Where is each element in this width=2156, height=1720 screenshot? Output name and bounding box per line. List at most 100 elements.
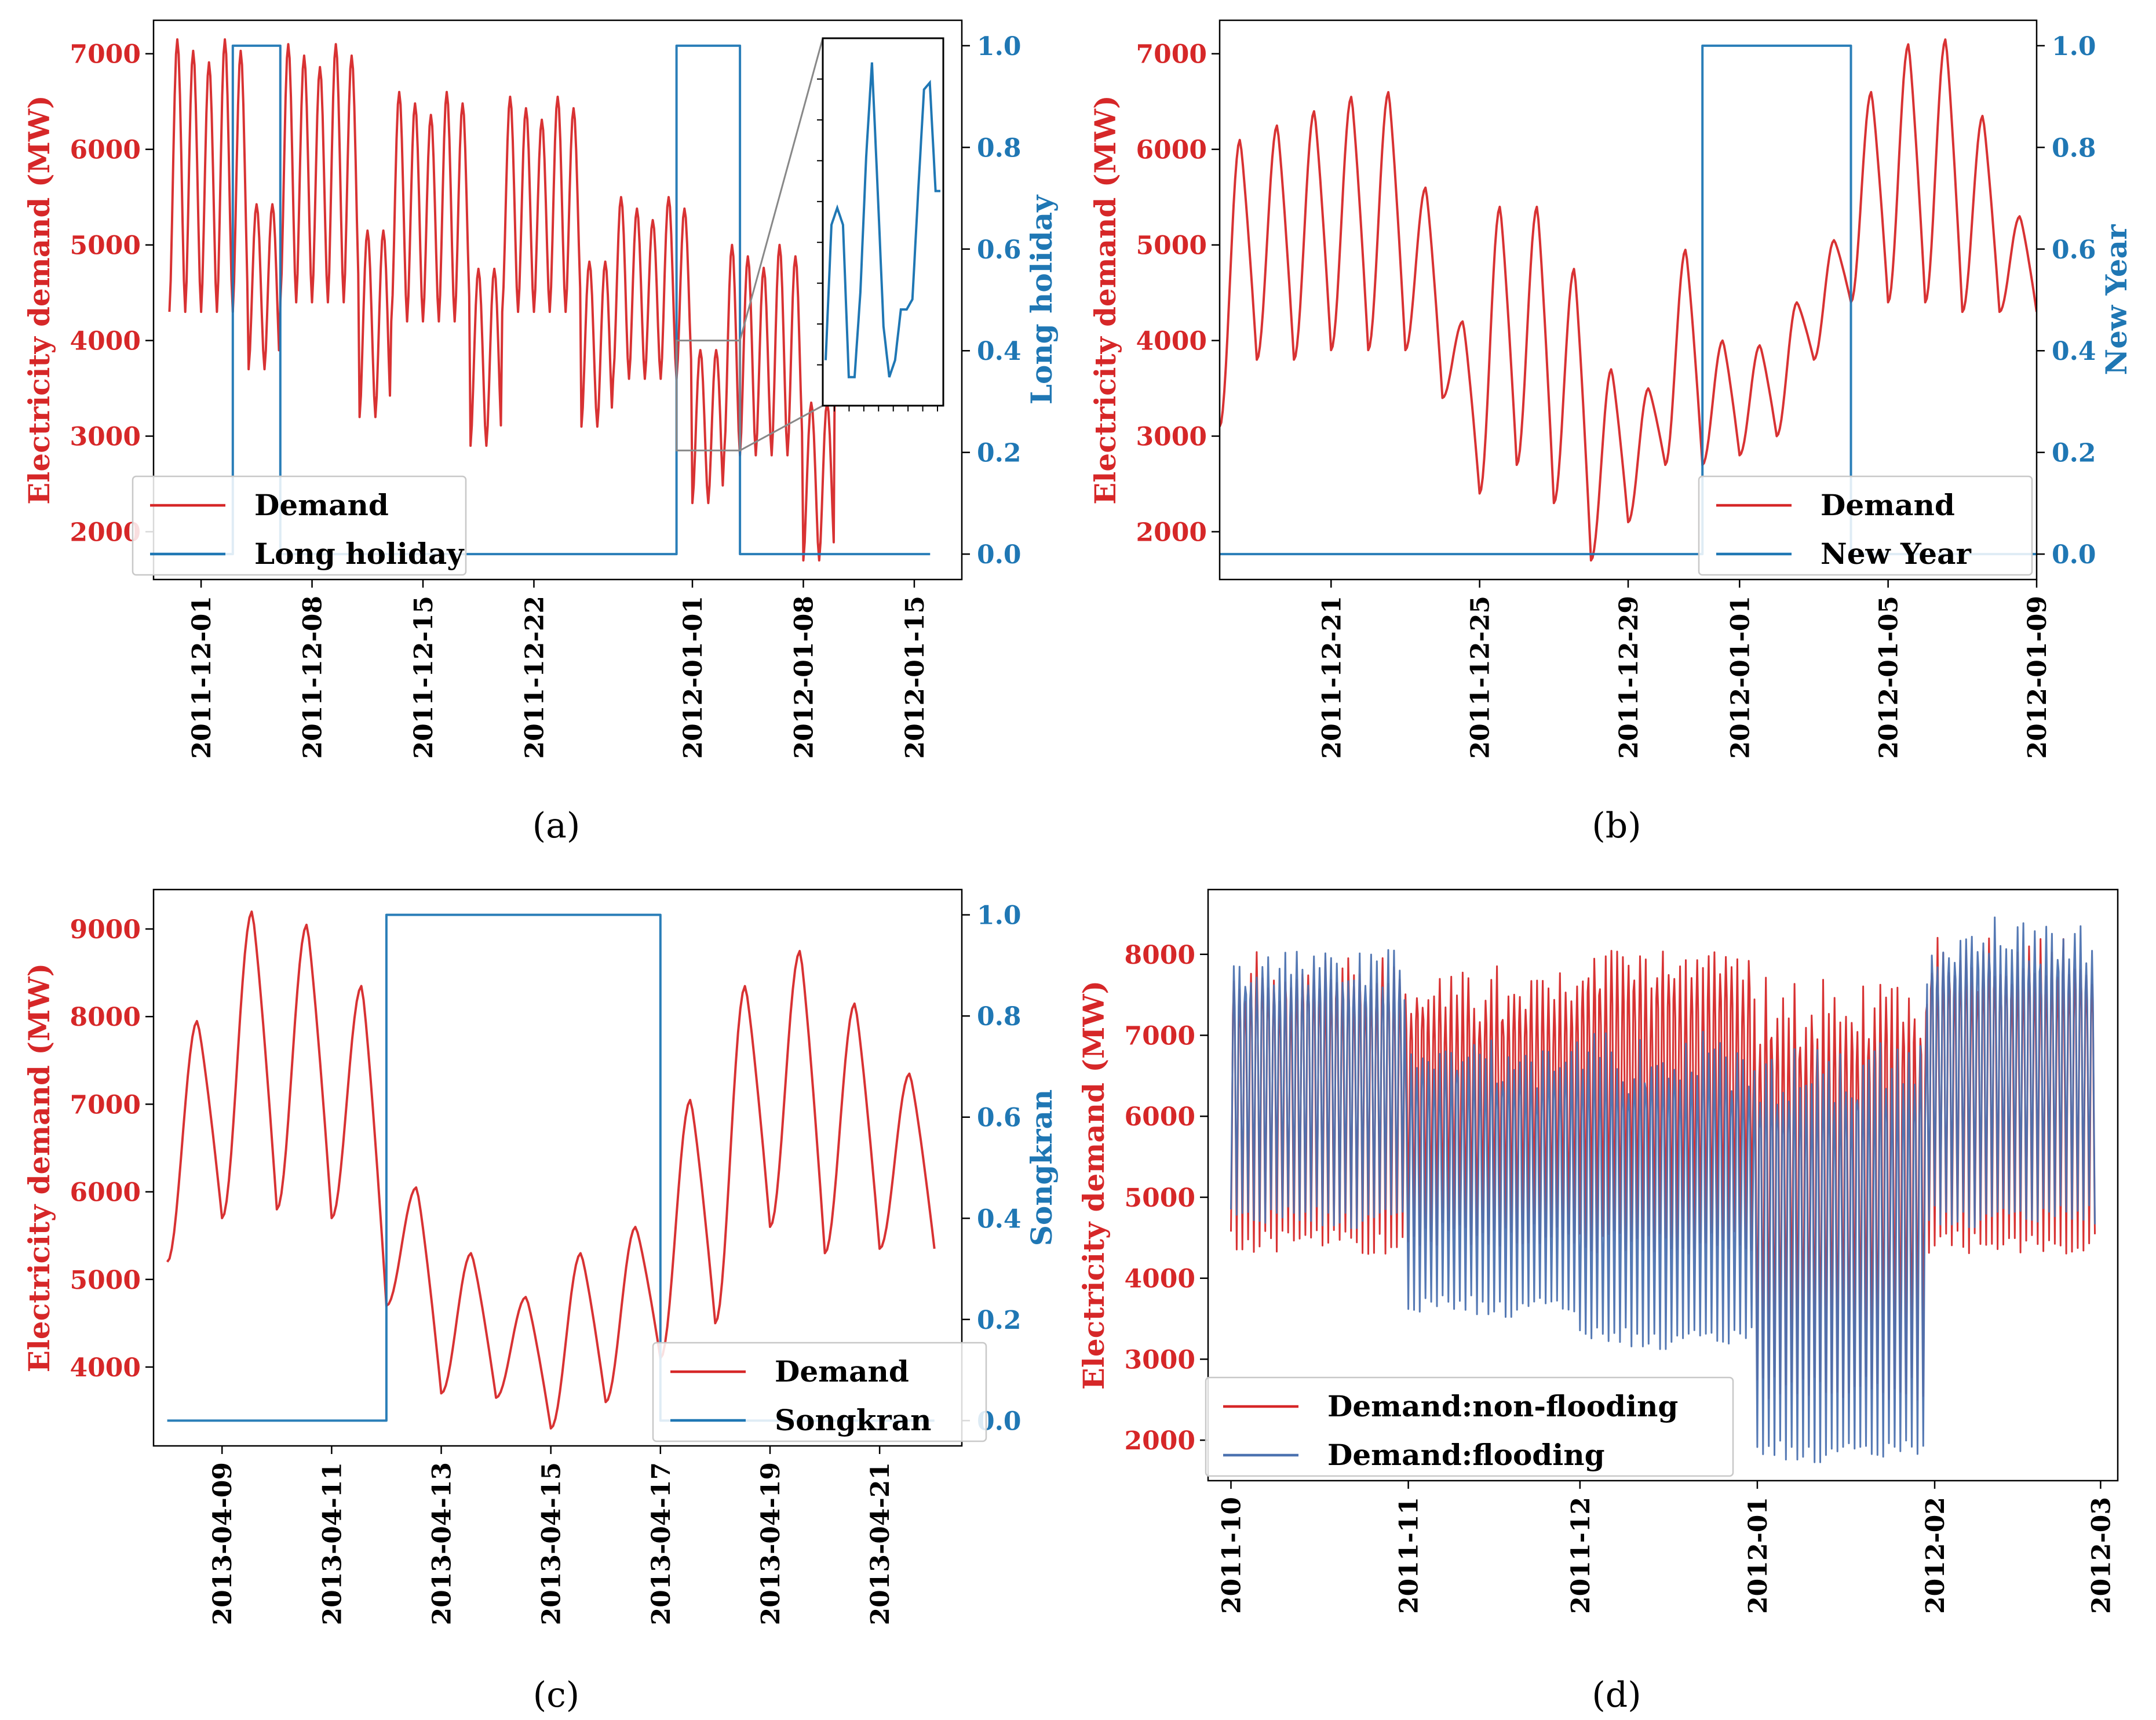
y-tick-label: 7000 — [70, 40, 141, 70]
y-axis-label: Electricity demand (MW) — [22, 95, 56, 504]
legend-box — [652, 1342, 987, 1442]
x-tick-label: 2012-03 — [2086, 1497, 2116, 1614]
plot-area — [1230, 916, 2096, 1463]
x-tick-label: 2012-01-08 — [789, 596, 819, 759]
x-tick-label: 2011-12-21 — [1317, 596, 1347, 759]
panel-caption: (c) — [533, 1675, 579, 1715]
plot-frame — [1207, 888, 2119, 1482]
x-tick-label: 2013-04-13 — [428, 1462, 457, 1625]
x-tick-label: 2012-01-09 — [2023, 596, 2052, 759]
panel-caption: (a) — [532, 806, 581, 846]
y-tick-label: 2000 — [70, 518, 141, 548]
y-tick-label: 7000 — [1136, 40, 1207, 70]
x-tick-label: 2012-01-05 — [1874, 596, 1904, 759]
y-tick-label: 2000 — [1125, 1426, 1195, 1456]
legend-label: Demand — [254, 488, 389, 522]
series-line-demand — [168, 38, 930, 562]
y2-tick-label: 0.6 — [977, 1103, 1022, 1133]
x-tick-label: 2012-01 — [1743, 1497, 1773, 1614]
panel-caption: (d) — [1592, 1675, 1641, 1715]
x-tick-label: 2011-12-15 — [409, 596, 439, 759]
y2-tick-label: 1.0 — [977, 32, 1022, 61]
y-tick-label: 4000 — [70, 1353, 141, 1383]
y2-tick-label: 0.8 — [977, 1002, 1022, 1032]
legend: Demand Songkran — [652, 1342, 987, 1442]
y-tick-label: 4000 — [1136, 327, 1207, 356]
x-tick-label: 2013-04-09 — [208, 1462, 238, 1625]
y2-tick-label: 1.0 — [977, 901, 1022, 931]
series-line-long-holiday — [154, 44, 931, 556]
panel-d: 2011-10 2011-11 2011-12 2012-01 2012-02 2012-… — [1077, 888, 2119, 1715]
y-tick-label: 5000 — [1136, 231, 1207, 261]
legend-label: Demand — [775, 1354, 909, 1389]
y-tick-label: 9000 — [70, 915, 141, 945]
plot-frame — [152, 888, 963, 1447]
y2-axis-label: New Year — [2099, 224, 2133, 376]
y2-tick-label: 1.0 — [2052, 32, 2096, 61]
y-tick-label: 7000 — [70, 1090, 141, 1120]
y-tick-label: 8000 — [1125, 941, 1195, 970]
plot-frame — [152, 19, 963, 581]
x-tick-label: 2011-12-25 — [1466, 596, 1495, 759]
inset-connector — [739, 38, 824, 341]
y2-axis-label: Long holiday — [1024, 194, 1059, 405]
x-tick-label: 2011-12-29 — [1614, 596, 1644, 759]
y2-axis-label: Songkran — [1024, 1089, 1059, 1247]
legend-label: Demand:flooding — [1327, 1438, 1605, 1472]
y-tick-label: 8000 — [70, 1003, 141, 1032]
x-tick-label: 2013-04-19 — [756, 1462, 786, 1625]
series-line-demand — [1220, 38, 2037, 562]
legend-label: Long holiday — [254, 537, 465, 571]
y2-tick-label: 0.2 — [977, 439, 1022, 468]
x-tick-label: 2011-12-22 — [520, 596, 549, 759]
legend: Demand:non-flooding Demand:flooding — [1205, 1376, 1734, 1477]
x-tick-label: 2011-12-01 — [187, 596, 217, 759]
y2-tick-label: 0.2 — [2052, 439, 2096, 468]
y2-tick-label: 0.4 — [977, 1204, 1022, 1234]
legend-label: Demand:non-flooding — [1327, 1389, 1678, 1423]
y-axis-label: Electricity demand (MW) — [22, 963, 56, 1372]
inset-connector — [739, 405, 823, 451]
panel-caption: (b) — [1592, 806, 1641, 846]
y-tick-label: 4000 — [70, 327, 141, 356]
y2-tick-label: 0.4 — [2052, 337, 2096, 366]
y2-tick-label: 0.6 — [977, 235, 1022, 265]
y-tick-label: 6000 — [1125, 1102, 1195, 1132]
x-tick-label: 2013-04-11 — [318, 1462, 347, 1625]
y-tick-label: 4000 — [1125, 1265, 1195, 1294]
y2-tick-label: 0.4 — [977, 337, 1022, 366]
y2-tick-label: 0.8 — [2052, 133, 2096, 163]
y-axis-label: Electricity demand (MW) — [1077, 981, 1111, 1390]
y-tick-label: 6000 — [70, 1178, 141, 1208]
inset-source-box — [676, 340, 741, 451]
y-tick-label: 3000 — [1136, 422, 1207, 452]
legend-label: Songkran — [775, 1403, 932, 1437]
inset-line — [825, 62, 940, 378]
x-tick-label: 2011-10 — [1217, 1497, 1246, 1614]
y2-tick-label: 0.2 — [977, 1306, 1022, 1335]
panel-b: 2011-12-21 2011-12-25 2011-12-29 2012-01-01… — [1088, 19, 2133, 846]
series-line-demand-flooding — [1230, 916, 2096, 1463]
x-tick-label: 2012-01-01 — [678, 596, 708, 759]
series-line-demand — [166, 910, 936, 1430]
x-tick-label: 2012-02 — [1921, 1497, 1950, 1614]
y2-tick-label: 0.6 — [2052, 235, 2096, 265]
y-tick-label: 5000 — [1125, 1183, 1195, 1213]
legend-box — [132, 475, 467, 576]
plot-area — [154, 38, 931, 562]
legend-label: Demand — [1821, 488, 1955, 522]
y-tick-label: 6000 — [1136, 136, 1207, 165]
y-tick-label: 2000 — [1136, 518, 1207, 548]
legend-box — [1698, 475, 2033, 576]
y-tick-label: 6000 — [70, 136, 141, 165]
x-tick-label: 2011-12 — [1566, 1497, 1596, 1614]
y2-tick-label: 0.0 — [2052, 540, 2096, 570]
x-tick-label: 2013-04-15 — [537, 1462, 567, 1625]
y-tick-label: 5000 — [70, 1266, 141, 1295]
legend-box — [1205, 1376, 1734, 1477]
x-tick-label: 2013-04-21 — [866, 1462, 895, 1625]
panel-a: 2011-12-01 2011-12-08 2011-12-15 2011-12-22… — [22, 19, 1059, 846]
x-tick-label: 2011-12-08 — [298, 596, 328, 759]
legend: Demand Long holiday — [132, 475, 467, 576]
y2-tick-label: 0.8 — [977, 133, 1022, 163]
